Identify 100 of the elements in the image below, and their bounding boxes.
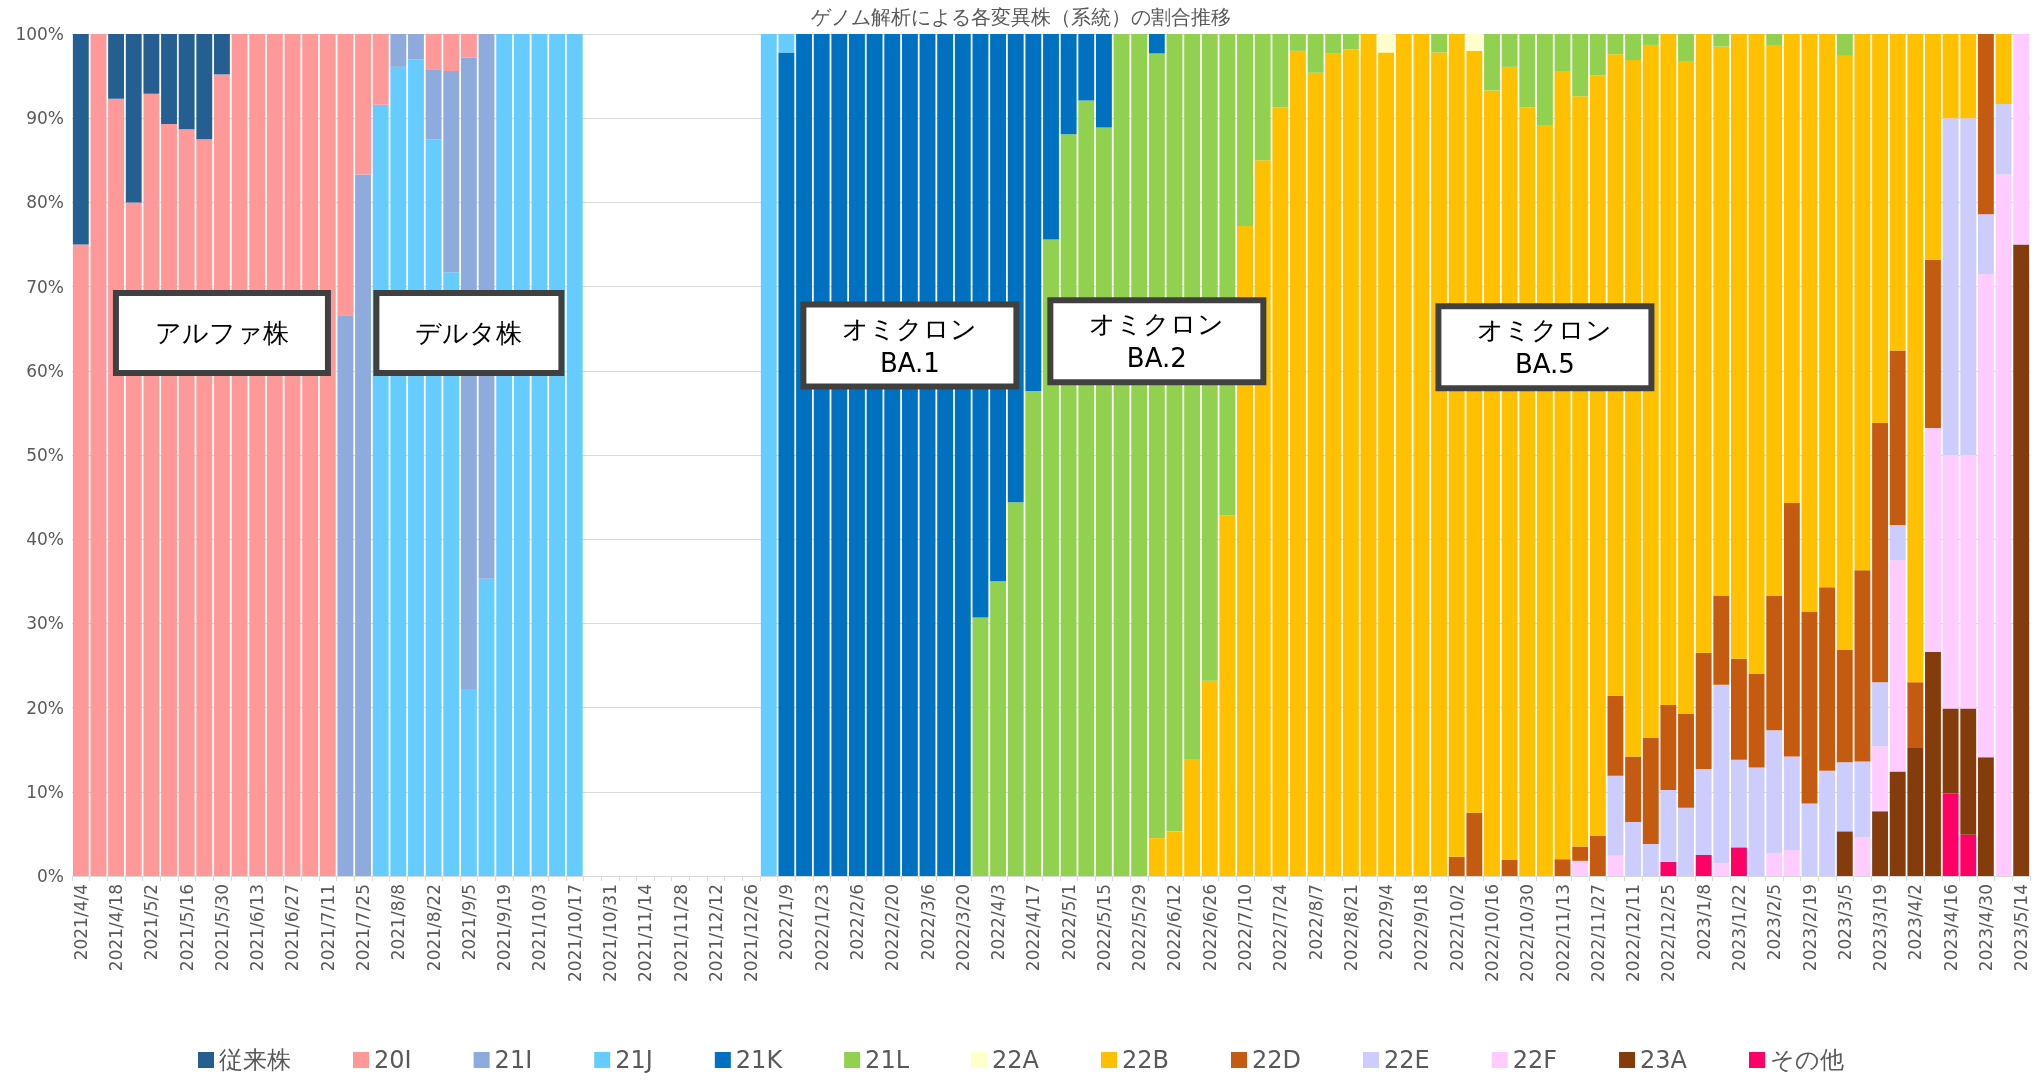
bar <box>1625 756 1642 823</box>
bar <box>72 244 89 876</box>
x-tick-label: 2022/8/21 <box>1340 884 1361 972</box>
y-tick-label: 70% <box>26 276 64 297</box>
x-tick-label: 2023/2/19 <box>1799 884 1820 972</box>
bar <box>1589 34 1606 76</box>
bar <box>1783 502 1800 757</box>
bar <box>1783 849 1800 876</box>
annotation: オミクロン BA.5 <box>1477 315 1613 380</box>
x-tick-label: 2021/6/13 <box>247 884 268 972</box>
bar <box>1148 34 1165 54</box>
bar <box>1572 34 1589 97</box>
x-tick-label: 2022/10/30 <box>1517 884 1538 982</box>
bar <box>1589 835 1606 876</box>
x-tick-label: 2021/10/31 <box>600 884 621 982</box>
annotation: オミクロン BA.1 <box>842 313 978 378</box>
bar <box>1731 847 1747 876</box>
x-tick-label: 2021/4/4 <box>70 884 91 961</box>
bar <box>337 315 354 876</box>
legend-label: 従来株 <box>218 1046 291 1074</box>
bar <box>1184 758 1201 876</box>
x-tick-label: 2022/10/2 <box>1446 884 1467 972</box>
x-tick-label: 2022/5/29 <box>1129 884 1150 972</box>
bar <box>1043 239 1059 876</box>
x-tick-label: 2022/3/6 <box>917 884 938 961</box>
x-tick-label: 2021/7/25 <box>353 884 374 972</box>
x-tick-label: 2021/9/19 <box>494 884 515 972</box>
bar <box>1378 52 1395 876</box>
bar <box>1925 652 1941 876</box>
bar <box>1731 759 1747 848</box>
legend-label: 21L <box>865 1046 910 1074</box>
bar <box>1678 807 1694 876</box>
bar <box>1360 34 1377 876</box>
bar <box>1625 822 1642 876</box>
bar <box>1572 860 1589 876</box>
bar <box>1872 34 1888 423</box>
bar <box>2013 34 2030 245</box>
bar <box>1836 831 1853 876</box>
bar <box>1889 524 1906 561</box>
annotation: デルタ株 <box>415 317 523 348</box>
x-tick-label: 2022/4/17 <box>1023 884 1044 972</box>
x-tick-label: 2021/11/14 <box>635 884 656 982</box>
bar <box>1501 860 1518 876</box>
x-tick-label: 2021/8/22 <box>423 884 444 972</box>
x-tick-label: 2022/11/13 <box>1552 884 1573 982</box>
x-tick-label: 2021/5/16 <box>176 884 197 972</box>
x-tick-label: 2021/9/5 <box>458 884 479 961</box>
bar <box>108 98 125 876</box>
bar <box>1854 837 1871 876</box>
bar <box>1713 34 1730 47</box>
bar <box>1783 34 1800 503</box>
bar <box>1043 34 1059 240</box>
x-tick-label: 2022/1/9 <box>776 884 797 961</box>
bar <box>1889 560 1906 772</box>
bar <box>1977 34 1994 215</box>
x-tick-label: 2022/4/3 <box>988 884 1009 961</box>
bar <box>1995 34 2012 104</box>
bar <box>1801 611 1818 804</box>
legend-label: 21I <box>494 1046 533 1074</box>
bar <box>1342 49 1359 876</box>
bar <box>1572 846 1589 861</box>
bar <box>1607 34 1624 55</box>
legend-label: 22A <box>992 1046 1040 1074</box>
x-tick-label: 2022/11/27 <box>1587 884 1608 982</box>
bar <box>1731 658 1747 760</box>
bar <box>1872 682 1888 747</box>
x-tick-label: 2021/5/30 <box>211 884 232 972</box>
bar <box>1995 103 2012 175</box>
annotation: アルファ株 <box>154 317 289 348</box>
bar <box>972 617 989 876</box>
y-tick-label: 30% <box>26 613 64 634</box>
bar <box>302 34 319 876</box>
bar <box>355 174 371 876</box>
x-tick-label: 2022/8/7 <box>1305 884 1326 961</box>
bar <box>1766 853 1783 876</box>
x-tick-label: 2022/12/11 <box>1623 884 1644 982</box>
x-tick-label: 2022/2/6 <box>846 884 867 961</box>
bar <box>390 34 407 67</box>
x-tick-label: 2023/3/19 <box>1870 884 1891 972</box>
x-tick-label: 2021/12/26 <box>741 884 762 982</box>
chart-title: ゲノム解析による各変異株（系統）の割合推移 <box>811 5 1231 29</box>
legend-label: その他 <box>1770 1046 1845 1074</box>
x-tick-label: 2023/1/22 <box>1728 884 1749 972</box>
bar <box>1872 423 1888 683</box>
x-tick-label: 2022/9/4 <box>1376 884 1397 961</box>
x-tick-label: 2023/1/8 <box>1693 884 1714 961</box>
bar <box>1290 50 1306 876</box>
x-tick-label: 2022/5/15 <box>1093 884 1114 972</box>
bar <box>1801 803 1818 876</box>
bar <box>355 34 371 175</box>
bar <box>1625 34 1642 61</box>
y-tick-label: 20% <box>26 697 64 718</box>
bar <box>1660 861 1677 876</box>
bar <box>1836 34 1853 56</box>
y-tick-label: 80% <box>26 192 64 213</box>
bar <box>1977 757 1994 876</box>
bar <box>1925 259 1941 429</box>
x-tick-label: 2021/10/3 <box>529 884 550 972</box>
bar <box>2013 244 2030 876</box>
bar <box>1378 34 1395 53</box>
